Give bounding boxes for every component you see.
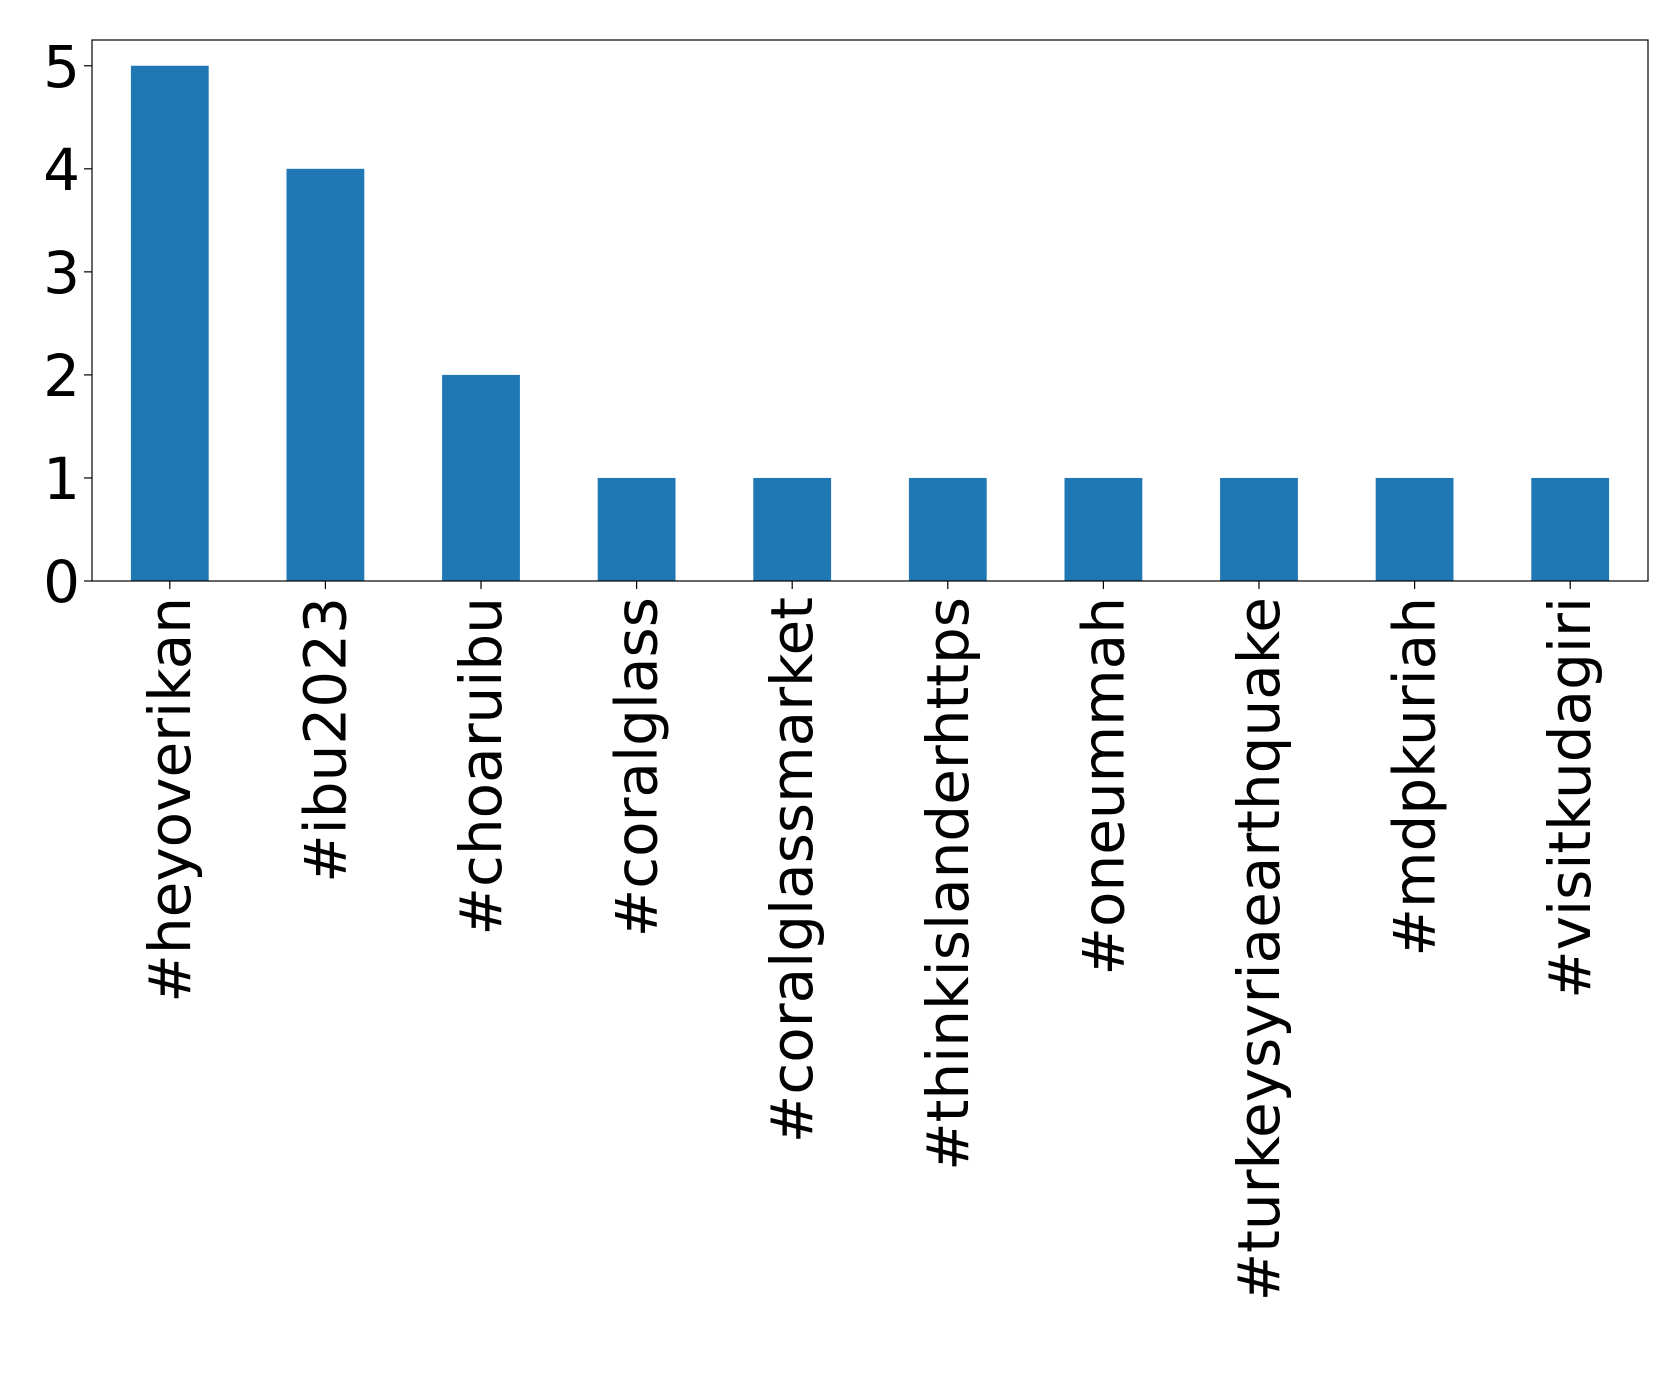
- bar: [908, 477, 987, 581]
- x-tick-label: #visitkudagiri: [1536, 597, 1604, 999]
- x-tick-label: #mdpkuriah: [1381, 597, 1449, 957]
- x-tick-label: #thinkislanderhttps: [914, 597, 982, 1171]
- bar: [753, 477, 832, 581]
- y-tick-label: 3: [43, 239, 80, 307]
- bar: [1375, 477, 1454, 581]
- bar: [286, 168, 365, 582]
- bar: [597, 477, 676, 581]
- y-tick-label: 1: [43, 445, 80, 513]
- bar: [442, 374, 520, 581]
- y-tick-label: 5: [43, 33, 80, 101]
- x-tick-label: #oneummah: [1069, 597, 1137, 976]
- x-tick-label: #coralglass: [603, 597, 671, 937]
- y-tick-label: 4: [43, 136, 80, 204]
- plot-frame: [91, 39, 1649, 582]
- x-tick-label: #heyoverikan: [136, 597, 204, 1003]
- bar: [130, 65, 209, 581]
- x-tick-label: #coralglassmarket: [758, 597, 826, 1143]
- bar: [1064, 477, 1143, 581]
- x-tick-label: #turkeysyriaearthquake: [1225, 597, 1293, 1301]
- x-tick-label: #ibu2023: [291, 597, 359, 883]
- x-tick-label: #choaruibu: [447, 597, 515, 936]
- bar: [1531, 477, 1610, 581]
- bar: [1220, 477, 1298, 581]
- y-tick-label: 2: [43, 342, 80, 410]
- y-tick-label: 0: [43, 548, 80, 616]
